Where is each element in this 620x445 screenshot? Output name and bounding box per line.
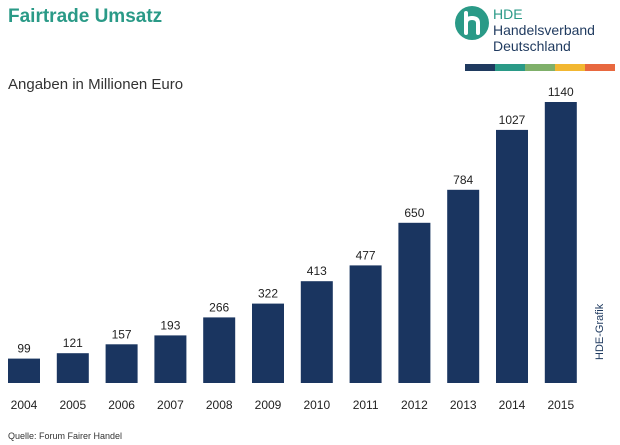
bar-2006 [105, 344, 138, 383]
x-tick-label-2014: 2014 [499, 398, 526, 412]
data-label-2004: 99 [17, 342, 31, 356]
x-tick-label-2011: 2011 [353, 398, 379, 412]
data-label-2014: 1027 [499, 113, 526, 127]
x-tick-label-2015: 2015 [547, 398, 574, 412]
source-note: Quelle: Forum Fairer Handel [8, 431, 123, 441]
x-tick-label-2005: 2005 [59, 398, 86, 412]
x-tick-label-2013: 2013 [450, 398, 477, 412]
grafik-credit: HDE-Grafik [594, 303, 606, 360]
x-tick-label-2007: 2007 [157, 398, 184, 412]
data-label-2007: 193 [160, 318, 180, 332]
data-label-2012: 650 [404, 206, 424, 220]
data-label-2008: 266 [209, 300, 229, 314]
x-tick-label-2008: 2008 [206, 398, 233, 412]
x-tick-label-2009: 2009 [255, 398, 282, 412]
logo-stripe-segment [585, 64, 615, 71]
hde-logo-icon [455, 6, 489, 40]
logo-line2: Deutschland [493, 38, 571, 54]
data-label-2009: 322 [258, 287, 278, 301]
bar-2014 [496, 129, 528, 383]
x-tick-label-2006: 2006 [108, 398, 135, 412]
chart-subtitle: Angaben in Millionen Euro [8, 76, 184, 93]
data-label-2005: 121 [63, 336, 83, 350]
logo-text: HDE Handelsverband Deutschland [493, 6, 595, 54]
bar-2013 [447, 189, 480, 383]
data-label-2011: 477 [356, 248, 376, 262]
bar-2009 [252, 303, 284, 383]
logo-stripe-segment [495, 64, 525, 71]
logo-stripe [465, 64, 615, 71]
logo-stripe-segment [525, 64, 555, 71]
page-title: Fairtrade Umsatz [8, 6, 163, 27]
logo-stripe-segment [465, 64, 495, 71]
x-tick-label-2004: 2004 [11, 398, 38, 412]
hde-logo: HDE Handelsverband Deutschland [455, 6, 615, 74]
logo-line1: Handelsverband [493, 22, 595, 38]
bar-2010 [300, 281, 333, 383]
bar-2008 [203, 317, 236, 383]
bar-2015 [544, 102, 577, 383]
bar-2005 [56, 353, 89, 383]
logo-stripe-segment [555, 64, 585, 71]
bar-2004 [8, 358, 40, 383]
bar-2007 [154, 335, 187, 383]
x-tick-label-2012: 2012 [401, 398, 428, 412]
data-label-2010: 413 [307, 264, 327, 278]
logo-abbr: HDE [493, 6, 523, 22]
data-label-2013: 784 [453, 173, 473, 187]
bar-2012 [398, 222, 431, 383]
bar-2011 [349, 265, 382, 383]
data-label-2006: 157 [112, 327, 132, 341]
data-label-2015: 1140 [548, 85, 574, 99]
x-tick-label-2010: 2010 [303, 398, 330, 412]
